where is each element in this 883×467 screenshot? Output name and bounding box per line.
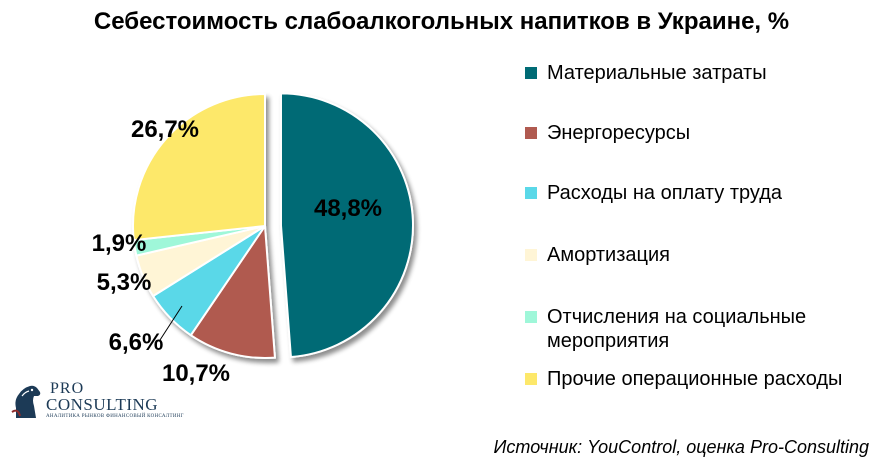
- logo-pro-text: PRO: [50, 380, 85, 397]
- data-label: 5,3%: [97, 269, 152, 296]
- data-label: 6,6%: [109, 329, 164, 356]
- legend-swatch: [525, 373, 537, 385]
- slice-other: [132, 92, 266, 242]
- slice-energy: [189, 223, 277, 359]
- logo-tagline: АНАЛИТИКА РЫНКОВ ФИНАНСОВЫЙ КОНСАЛТИНГ: [46, 414, 184, 419]
- data-label: 48,8%: [314, 195, 382, 222]
- data-label: 1,9%: [92, 230, 147, 257]
- legend-swatch: [525, 249, 537, 261]
- horse-head-icon: [10, 382, 44, 420]
- chart-title: Себестоимость слабоалкогольных напитков …: [93, 8, 790, 35]
- legend-swatch: [525, 311, 537, 323]
- legend-label: Расходы на оплату труда: [547, 182, 783, 204]
- slice-material-costs: [279, 92, 414, 359]
- leader-line: [159, 305, 183, 341]
- logo-consulting-text: CONSULTING: [46, 395, 159, 414]
- legend-label: Материальные затраты: [547, 62, 767, 84]
- legend-swatch: [525, 187, 537, 199]
- legend-swatch: [525, 127, 537, 139]
- pro-consulting-logo: PRO CONSULTING АНАЛИТИКА РЫНКОВ ФИНАНСОВ…: [8, 378, 184, 422]
- data-label: 26,7%: [131, 116, 199, 143]
- legend-label: Прочие операционные расходы: [547, 368, 843, 390]
- legend-swatch: [525, 67, 537, 79]
- legend-label: Амортизация: [547, 244, 670, 266]
- legend-label: Энергоресурсы: [547, 122, 691, 144]
- legend-label: Отчисления на социальные мероприятия: [547, 306, 807, 352]
- data-label: 10,7%: [162, 360, 230, 387]
- source-note: Источник: YouControl, оценка Pro-Consult…: [493, 437, 869, 457]
